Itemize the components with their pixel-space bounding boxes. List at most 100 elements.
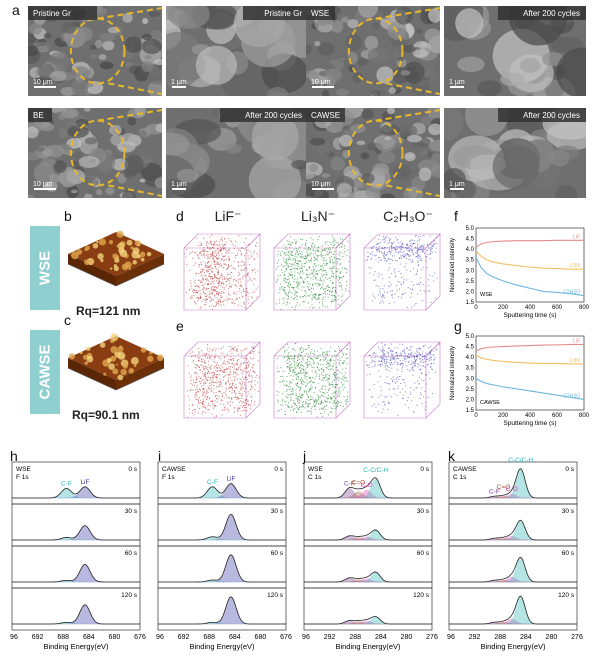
sputter-time-label: 0 s [420, 466, 429, 473]
x-axis-label: Sputtering time (s) [503, 312, 556, 319]
y-tick-label: 2.5 [466, 387, 475, 393]
xps-sample-tag: WSE [16, 466, 31, 473]
xps-core-level-tag: C 1s [453, 474, 467, 481]
y-tick-label: 2.0 [466, 397, 475, 403]
series-label: LiF [573, 234, 580, 240]
xps-component-peak [158, 514, 286, 541]
series-line-lif [475, 343, 584, 352]
y-tick-label: 2.5 [466, 279, 475, 285]
cube-edge [183, 341, 261, 357]
afm-bump [84, 361, 89, 365]
xps-row-frame [448, 587, 578, 631]
sem-highlight-ellipse [69, 119, 126, 187]
sputter-time-label: 60 s [417, 550, 430, 557]
afm-bump [122, 363, 128, 369]
xps-component-peak [304, 572, 432, 583]
sputter-time-label: 30 s [562, 508, 575, 515]
y-axis-label: Normalized intensity [450, 346, 456, 400]
sputter-time-label: 30 s [125, 508, 138, 515]
peak-label: C-O [506, 486, 518, 493]
peak-label: LiF [226, 476, 235, 483]
panel-label-i: i [158, 448, 162, 464]
peak-label: C-C/C-H [363, 467, 388, 474]
sem-image-3-right: After 200 cycles 1 μm [166, 108, 308, 198]
xps-envelope-line [158, 554, 286, 583]
series-line-lif [475, 239, 584, 248]
afm-bump [108, 240, 114, 245]
sem-texture [166, 108, 308, 198]
scale-bar [450, 86, 464, 88]
sem-zoom-line [108, 82, 162, 95]
tof-cubes [183, 233, 441, 419]
afm-bump [146, 251, 152, 257]
cube-edge [273, 355, 337, 419]
xps-envelope-line [449, 468, 577, 499]
x-axis-label: Sputtering time (s) [503, 420, 556, 427]
y-tick-label: 3.0 [466, 268, 475, 274]
tof-header-lif: LiF⁻ [214, 208, 242, 224]
cube-edge [335, 341, 351, 419]
sputter-time-label: 0 s [274, 466, 283, 473]
afm-bump [110, 333, 119, 342]
afm-bump [110, 346, 118, 354]
series-label: Li3N [570, 263, 581, 269]
sputter-time-label: 120 s [267, 592, 284, 599]
xps-sample-tag: WSE [308, 466, 323, 473]
scale-bar [172, 86, 186, 88]
panel-label-g: g [454, 318, 462, 334]
xps-component-peak [449, 520, 577, 541]
y-tick-label: 1.5 [466, 300, 475, 306]
y-tick-label: 4.0 [466, 247, 475, 253]
x-tick-label: 680 [255, 634, 267, 641]
x-tick-label: 296 [302, 634, 310, 641]
tof-cube [273, 341, 351, 419]
scale-bar-label: 10 μm [311, 181, 331, 188]
sem-tag: After 200 cycles [523, 9, 580, 18]
xps-core-level-tag: F 1s [162, 474, 175, 481]
x-tick-label: 292 [324, 634, 336, 641]
afm-bump [114, 257, 120, 263]
series-label: C2H3O [563, 290, 580, 296]
x-axis-label: Binding Energy(eV) [480, 642, 546, 651]
afm-bump [140, 347, 147, 353]
x-tick-label: 684 [83, 634, 95, 641]
x-tick-label: 692 [32, 634, 44, 641]
x-tick-label: 284 [520, 634, 532, 641]
afm-bump [117, 346, 124, 353]
sputter-time-label: 120 s [413, 592, 430, 599]
afm-bump [112, 253, 118, 259]
x-tick-label: 696 [156, 634, 164, 641]
series-label: C2H3O [563, 393, 580, 399]
xps-component-peak [449, 468, 577, 499]
sem-image-4-left: CAWSE 10 μm [306, 108, 440, 198]
scale-bar-label: 10 μm [33, 181, 53, 188]
sem-zoom-line [375, 109, 440, 122]
sputter-time-label: 0 s [128, 466, 137, 473]
xps-component-peak [158, 483, 286, 499]
xps-component-peak [12, 486, 140, 499]
afm-bump [109, 267, 113, 270]
afm-bump [132, 260, 138, 265]
sputter-time-label: 60 s [271, 550, 284, 557]
sem-tag: CAWSE [311, 111, 341, 120]
series-line-li3n [475, 354, 584, 365]
afm-bump [92, 243, 99, 249]
x-tick-label: 600 [552, 413, 563, 419]
afm-bump [112, 368, 119, 375]
afm-bump [147, 355, 154, 362]
afm-bump [86, 346, 91, 351]
sputter-time-label: 30 s [271, 508, 284, 515]
afm-wse-surface [67, 230, 165, 287]
afm-bump [87, 356, 91, 360]
afm-bump [119, 249, 128, 258]
afm-bump [116, 230, 124, 238]
sem-highlight-ellipse [69, 17, 126, 85]
y-tick-label: 3.5 [466, 366, 475, 372]
peak-label: C-F [489, 488, 500, 495]
afm-bump [68, 353, 75, 360]
x-tick-label: 0 [474, 305, 478, 311]
xps-envelope-line [304, 477, 432, 499]
y-tick-label: 5.0 [466, 226, 475, 232]
panel-label-h: h [10, 448, 18, 464]
